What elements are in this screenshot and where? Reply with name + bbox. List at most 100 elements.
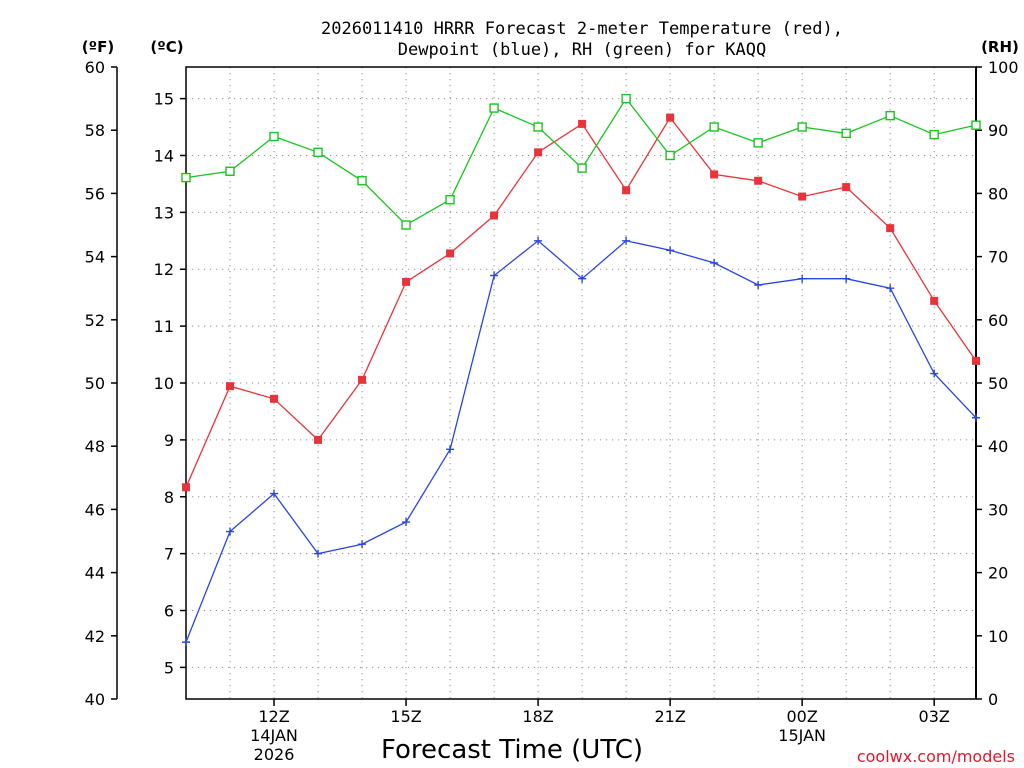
dewpoint-series (182, 236, 980, 647)
rh-tick-label: 60 (988, 311, 1008, 330)
fahrenheit-tick-label: 50 (85, 374, 105, 393)
x-tick-label: 18Z (522, 707, 553, 726)
fahrenheit-tick-label: 58 (85, 121, 105, 140)
rh-point (885, 110, 895, 121)
temperature-point (490, 211, 499, 220)
rh-series (181, 93, 981, 230)
rh-tick-label: 40 (988, 437, 1008, 456)
celsius-tick-label: 14 (154, 146, 174, 165)
rh-tick-label: 100 (988, 58, 1019, 77)
rh-point (841, 128, 851, 139)
temperature-point (358, 375, 367, 384)
rh-point (357, 176, 367, 186)
temperature-point (886, 224, 895, 233)
dewpoint-point (710, 258, 719, 267)
celsius-tick-label: 10 (154, 374, 174, 393)
temperature-point (446, 249, 455, 258)
dewpoint-point (182, 638, 190, 647)
dewpoint-point (930, 369, 939, 378)
chart-title-line-1: 2026011410 HRRR Forecast 2-meter Tempera… (321, 19, 843, 39)
celsius-tick-label: 6 (164, 602, 174, 621)
rh-point (753, 138, 763, 148)
rh-point (269, 131, 279, 142)
x-tick-label: 03Z (919, 707, 950, 726)
dewpoint-point (358, 540, 367, 549)
fahrenheit-axis: 40 42 44 46 48 50 52 54 56 58 60 (85, 58, 118, 709)
rh-point (621, 93, 631, 104)
celsius-tick-label: 15 (154, 90, 174, 109)
x-tick-label: 2026 (254, 745, 295, 764)
fahrenheit-tick-label: 42 (85, 627, 105, 646)
rh-point (401, 220, 411, 230)
celsius-tick-label: 11 (154, 317, 174, 336)
dewpoint-point (490, 271, 499, 280)
rh-tick-label: 50 (988, 374, 1008, 393)
rh-tick-label: 70 (988, 248, 1008, 267)
dewpoint-point (798, 274, 807, 283)
rh-axis: 0 10 20 30 40 50 60 70 80 90 100 (975, 58, 1019, 709)
dewpoint-point (402, 518, 411, 527)
temperature-point (270, 394, 279, 403)
rh-point (709, 122, 719, 132)
temperature-point (666, 113, 675, 122)
dewpoint-point (314, 549, 323, 558)
x-tick-label: 15JAN (778, 726, 826, 745)
celsius-unit-label: (ºC) (150, 38, 183, 56)
rh-tick-label: 20 (988, 564, 1008, 583)
rh-point (445, 195, 455, 205)
celsius-tick-label: 5 (164, 658, 174, 677)
dewpoint-point (446, 445, 455, 454)
rh-point (533, 122, 543, 132)
x-tick-label: 21Z (654, 707, 685, 726)
temperature-point (622, 186, 631, 195)
temperature-point (226, 382, 235, 391)
rh-unit-label: (RH) (981, 38, 1019, 56)
dewpoint-point (534, 236, 543, 245)
dewpoint-point (754, 281, 763, 290)
temperature-point (534, 148, 543, 157)
dewpoint-point (578, 274, 587, 283)
dewpoint-point (666, 246, 675, 255)
rh-tick-label: 0 (988, 690, 998, 709)
fahrenheit-tick-label: 40 (85, 690, 105, 709)
rh-point (181, 172, 191, 183)
x-tick-label: 12Z (258, 707, 289, 726)
rh-point (797, 122, 807, 132)
temperature-point (578, 119, 587, 128)
rh-tick-label: 90 (988, 121, 1008, 140)
fahrenheit-unit-label: (ºF) (82, 38, 114, 56)
fahrenheit-tick-label: 46 (85, 500, 105, 519)
rh-tick-label: 30 (988, 500, 1008, 519)
rh-point (225, 166, 235, 176)
rh-point (971, 120, 981, 130)
rh-point (577, 163, 587, 173)
rh-tick-label: 10 (988, 627, 1008, 646)
dewpoint-point (270, 489, 279, 498)
dewpoint-point (842, 274, 851, 283)
temperature-point (972, 356, 980, 365)
celsius-tick-label: 9 (164, 431, 174, 450)
temperature-series (182, 113, 980, 492)
temperature-point (710, 170, 719, 179)
temperature-point (930, 296, 939, 305)
dewpoint-point (972, 413, 980, 422)
fahrenheit-tick-label: 56 (85, 184, 105, 203)
rh-point (313, 147, 323, 158)
dewpoint-point (886, 284, 895, 293)
celsius-tick-label: 7 (164, 545, 174, 564)
temperature-point (798, 192, 807, 201)
x-tick-label: 14JAN (250, 726, 298, 745)
celsius-axis: 5 6 7 8 9 10 11 12 13 14 15 (154, 90, 186, 677)
x-tick-label: 15Z (390, 707, 421, 726)
dewpoint-point (226, 527, 235, 536)
credit-link[interactable]: coolwx.com/models (857, 747, 1015, 766)
fahrenheit-tick-label: 52 (85, 311, 105, 330)
x-axis-title: Forecast Time (UTC) (381, 735, 643, 765)
temperature-point (314, 435, 323, 444)
celsius-tick-label: 8 (164, 488, 174, 507)
fahrenheit-tick-label: 48 (85, 437, 105, 456)
rh-tick-label: 80 (988, 184, 1008, 203)
celsius-tick-label: 12 (154, 260, 174, 279)
temperature-point (754, 176, 763, 185)
